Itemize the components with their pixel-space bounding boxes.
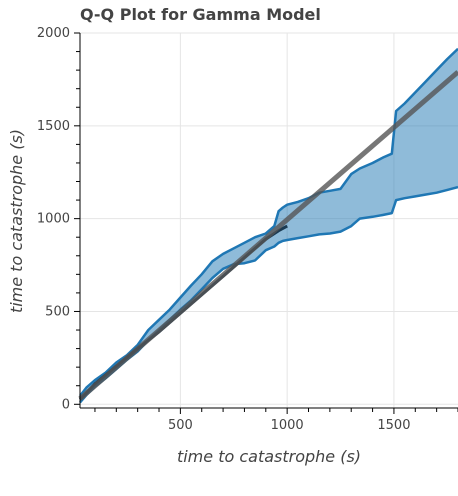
x-tick-label: 1500 bbox=[377, 418, 410, 433]
y-tick-label: 500 bbox=[45, 304, 70, 319]
y-axis-label: time to catastrophe (s) bbox=[7, 129, 26, 313]
grid bbox=[80, 32, 458, 408]
y-ticks: 0 500 1000 1500 2000 bbox=[37, 26, 80, 412]
band-lower-line bbox=[79, 185, 458, 404]
x-tick-label: 500 bbox=[168, 418, 193, 433]
x-ticks: 500 1000 1500 bbox=[94, 408, 458, 433]
axes bbox=[79, 33, 458, 409]
plot-area bbox=[78, 47, 458, 404]
y-tick-label: 2000 bbox=[37, 26, 70, 41]
y-tick-label: 1000 bbox=[37, 212, 70, 227]
x-tick-label: 1000 bbox=[271, 418, 304, 433]
reference-line bbox=[78, 70, 458, 401]
y-tick-label: 0 bbox=[62, 397, 70, 412]
y-tick-label: 1500 bbox=[37, 119, 70, 134]
chart-title: Q-Q Plot for Gamma Model bbox=[80, 5, 321, 24]
band-upper-line bbox=[79, 47, 458, 397]
x-axis-label: time to catastrophe (s) bbox=[177, 447, 361, 466]
